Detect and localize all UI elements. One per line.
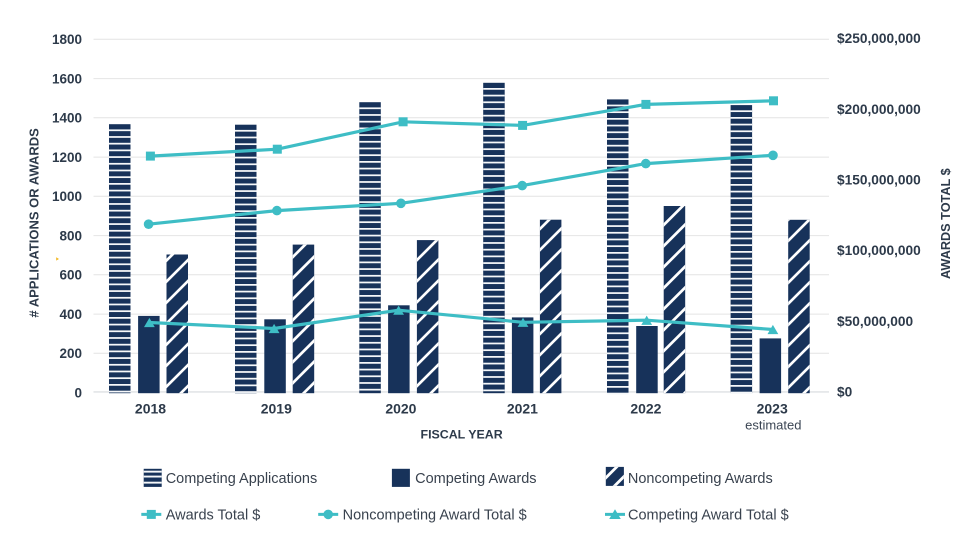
svg-text:Noncompeting Award Total $: Noncompeting Award Total $ bbox=[343, 508, 527, 524]
svg-text:Competing Awards: Competing Awards bbox=[415, 471, 536, 487]
svg-text:2020: 2020 bbox=[385, 401, 416, 417]
svg-text:2018: 2018 bbox=[135, 401, 166, 417]
svg-text:$50,000,000: $50,000,000 bbox=[837, 314, 914, 329]
svg-text:$0: $0 bbox=[837, 385, 853, 400]
svg-text:600: 600 bbox=[59, 268, 82, 283]
svg-text:200: 200 bbox=[59, 346, 82, 361]
svg-text:2023: 2023 bbox=[757, 401, 788, 417]
svg-text:$150,000,000: $150,000,000 bbox=[837, 173, 921, 188]
svg-text:800: 800 bbox=[59, 228, 82, 243]
svg-text:# APPLICATIONS OR AWARDS: # APPLICATIONS OR AWARDS bbox=[26, 128, 41, 318]
svg-text:2019: 2019 bbox=[261, 401, 292, 417]
svg-text:Competing Applications: Competing Applications bbox=[166, 471, 318, 487]
svg-text:2021: 2021 bbox=[507, 401, 538, 417]
svg-text:0: 0 bbox=[74, 385, 82, 400]
svg-text:$100,000,000: $100,000,000 bbox=[837, 243, 921, 258]
svg-text:AWARDS TOTAL $: AWARDS TOTAL $ bbox=[939, 168, 953, 279]
svg-text:estimated: estimated bbox=[745, 417, 801, 432]
svg-text:$250,000,000: $250,000,000 bbox=[837, 31, 921, 46]
svg-text:Noncompeting Awards: Noncompeting Awards bbox=[628, 471, 773, 487]
svg-text:1800: 1800 bbox=[52, 32, 82, 47]
svg-text:FISCAL YEAR: FISCAL YEAR bbox=[421, 428, 503, 442]
svg-text:Competing Award Total $: Competing Award Total $ bbox=[628, 508, 789, 524]
svg-text:1400: 1400 bbox=[52, 111, 82, 126]
svg-text:Awards Total $: Awards Total $ bbox=[166, 508, 261, 524]
svg-text:1600: 1600 bbox=[52, 71, 82, 86]
svg-text:400: 400 bbox=[59, 307, 82, 322]
svg-text:1200: 1200 bbox=[52, 150, 82, 165]
svg-text:$200,000,000: $200,000,000 bbox=[837, 102, 921, 117]
svg-text:1000: 1000 bbox=[52, 189, 82, 204]
svg-text:2022: 2022 bbox=[630, 401, 661, 417]
